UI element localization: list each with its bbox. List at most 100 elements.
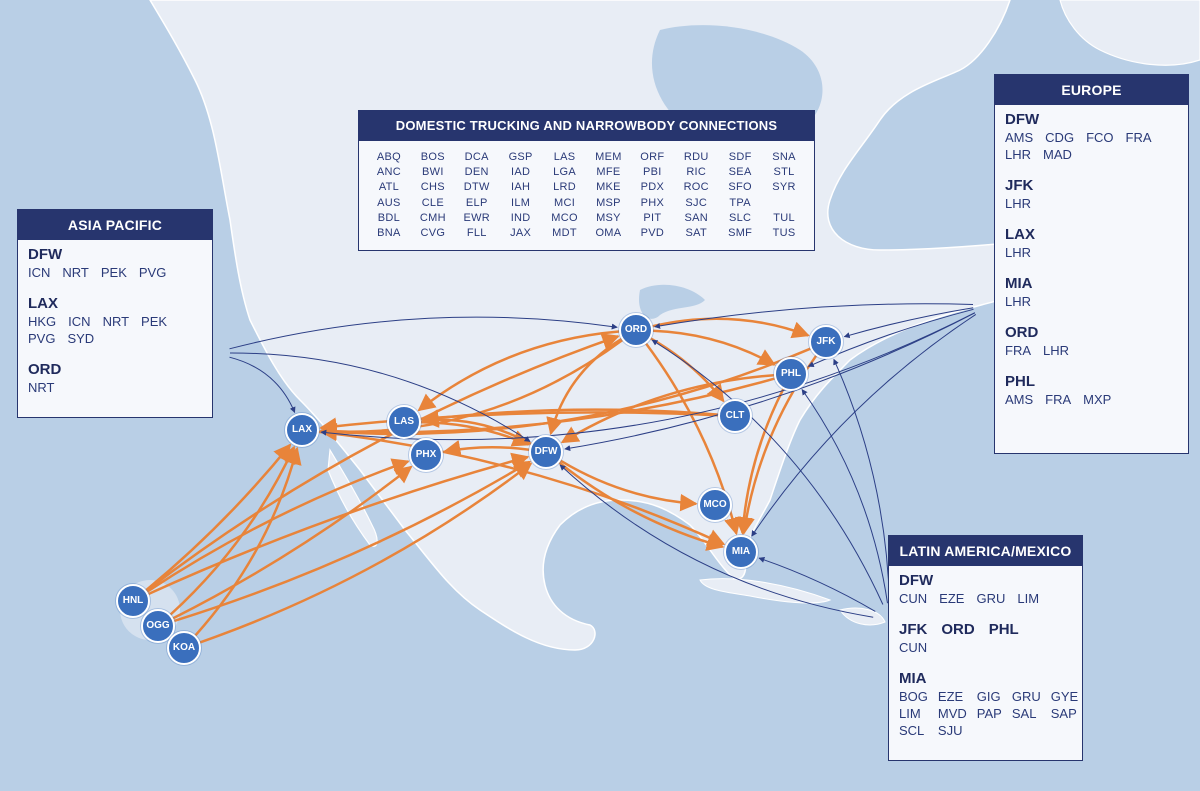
destination-code: FRA: [1125, 130, 1152, 145]
hub-node-koa[interactable]: KOA: [167, 631, 201, 665]
domestic-airport-code: RIC: [686, 166, 707, 179]
destination-code: LHR: [1005, 196, 1032, 211]
international-route-jfk: [833, 358, 890, 604]
hub-code: MIA: [1005, 275, 1033, 292]
destination-codes: FRA LHR: [1005, 342, 1178, 359]
domestic-airport-code: PBI: [643, 166, 662, 179]
destination-code: LHR: [1043, 343, 1070, 358]
destination-code: BOG: [899, 689, 928, 704]
domestic-airport-code: SNA: [772, 151, 796, 163]
hub-node-hnl[interactable]: HNL: [116, 584, 150, 618]
international-route-lax: [229, 356, 296, 414]
hub-codes: JFK ORD PHL: [899, 621, 1072, 639]
domestic-widebody-routes: [145, 317, 818, 644]
international-route-ord: [651, 339, 884, 605]
latam-hub-group: MIA BOG EZE GIG GRU GYE LIM MVD PAP SAL SAP SCL SJU: [899, 670, 1078, 739]
route-dfw-phx: [442, 440, 530, 458]
domestic-airport-code: [762, 196, 806, 211]
domestic-airport-code: ORF: [640, 151, 665, 163]
europe-hub-group: LAX LHR: [1005, 226, 1178, 261]
destination-code: CUN: [899, 640, 928, 655]
route-hnl-ord: [145, 333, 620, 592]
domestic-airport-code: STL: [773, 166, 795, 179]
asia-pacific-panel: ASIA PACIFIC DFW ICN NRT PEK PVG LAX HKG ICN NRT…: [17, 209, 213, 418]
destination-code: NRT: [62, 265, 89, 280]
hub-node-ord[interactable]: ORD: [619, 313, 653, 347]
domestic-airport-code: SAN: [684, 211, 708, 224]
hub-node-mco[interactable]: MCO: [698, 488, 732, 522]
europe-panel-body: DFW AMS CDG FCO FRALHR MAD JFK LHR LAX LHR MIA LHR O…: [995, 105, 1188, 418]
hub-node-phx[interactable]: PHX: [409, 438, 443, 472]
destination-codes: CUN: [899, 639, 1072, 656]
destination-code: AMS: [1005, 130, 1034, 145]
destination-codes: ICN NRT PEK PVG: [28, 264, 202, 281]
hub-node-dfw[interactable]: DFW: [529, 435, 563, 469]
domestic-airport-code: SYR: [772, 181, 796, 194]
route-phl-mia: [734, 388, 785, 535]
domestic-airport-code: IAD: [511, 166, 531, 179]
domestic-airport-code: PHX: [640, 196, 665, 209]
hub-node-clt[interactable]: CLT: [718, 399, 752, 433]
hub-node-jfk[interactable]: JFK: [809, 325, 843, 359]
destination-code: AMS: [1005, 392, 1034, 407]
destination-code: LIM: [899, 706, 921, 721]
destination-code: ICN: [28, 265, 51, 280]
route-clt-lax: [319, 411, 719, 435]
destination-code: MAD: [1043, 147, 1072, 162]
destination-code: CDG: [1045, 130, 1075, 145]
hub-node-phl[interactable]: PHL: [774, 357, 808, 391]
hub-codes: DFW: [1005, 111, 1178, 129]
hub-code: DFW: [1005, 111, 1040, 128]
hub-code: PHL: [988, 621, 1019, 638]
domestic-airport-code: CVG: [420, 227, 446, 240]
destination-code: SJU: [937, 723, 963, 738]
domestic-airport-code: MEM: [595, 151, 622, 163]
domestic-airport-code: LAS: [553, 151, 576, 163]
hub-code: MIA: [899, 670, 927, 687]
domestic-airport-code: GSP: [508, 151, 533, 163]
europe-hub-group: PHL AMS FRA MXP: [1005, 373, 1178, 408]
domestic-airport-code: ILM: [511, 196, 531, 209]
hub-code: PHL: [1005, 373, 1035, 390]
europe-hub-group: JFK LHR: [1005, 177, 1178, 212]
hub-node-mia[interactable]: MIA: [724, 535, 758, 569]
domestic-airport-code: TUL: [773, 211, 795, 224]
asia-panel-title: ASIA PACIFIC: [18, 210, 212, 240]
domestic-airport-code: BOS: [420, 151, 445, 163]
cuba: [699, 578, 832, 604]
hub-codes: ORD: [1005, 324, 1178, 342]
destination-code: GRU: [1011, 689, 1041, 704]
international-route-dfw: [559, 464, 874, 618]
domestic-airport-code: MKE: [596, 181, 621, 194]
hub-code: DFW: [28, 246, 63, 263]
domestic-airport-code: MCO: [551, 211, 578, 224]
domestic-airport-code: TPA: [729, 196, 751, 209]
hub-code: ORD: [941, 621, 975, 638]
domestic-airport-code: CHS: [420, 181, 445, 194]
hub-node-las[interactable]: LAS: [387, 405, 421, 439]
domestic-airport-code: ABQ: [376, 151, 402, 163]
destination-codes: LHR: [1005, 293, 1178, 310]
route-hnl-lax: [145, 443, 292, 592]
destination-code: MXP: [1083, 392, 1112, 407]
hub-codes: LAX: [1005, 226, 1178, 244]
destination-code: PEK: [100, 265, 127, 280]
hub-node-lax[interactable]: LAX: [285, 413, 319, 447]
route-ogg-lax: [169, 445, 296, 616]
international-route-dfw: [229, 352, 531, 443]
route-hnl-dfw: [147, 452, 530, 596]
destination-codes: HKG ICN NRT PEK PVG SYD: [28, 313, 202, 347]
destination-codes: CUN EZE GRU LIM: [899, 590, 1072, 607]
domestic-airport-code: SAT: [685, 227, 707, 240]
domestic-airport-code: FLL: [466, 227, 487, 240]
destination-codes: LHR: [1005, 244, 1178, 261]
hub-code: DFW: [899, 572, 934, 589]
destination-codes: NRT: [28, 379, 202, 396]
hub-code: LAX: [1005, 226, 1035, 243]
hub-code: JFK: [899, 621, 928, 638]
hub-codes: DFW: [28, 246, 202, 264]
route-ord-phl: [652, 329, 776, 366]
destination-code: FCO: [1086, 130, 1114, 145]
domestic-airport-code: MSY: [596, 211, 621, 224]
